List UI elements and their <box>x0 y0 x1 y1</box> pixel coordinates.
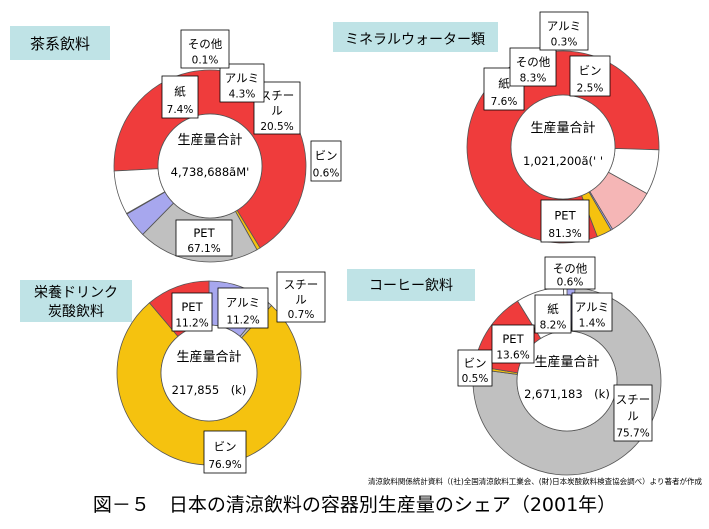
slice-label: 紙 <box>547 302 559 316</box>
total-value: 4,738,688ãM' <box>171 165 250 179</box>
donut-hole <box>510 94 616 200</box>
slice-label-box <box>175 219 233 257</box>
slice-value: 0.5% <box>462 373 489 385</box>
slice-label-box <box>491 324 535 364</box>
slice-label-box <box>180 29 230 69</box>
slice-value: 11.2% <box>226 314 259 326</box>
chart-title: ミネラルウォーター類 <box>345 32 485 48</box>
slice-label-box <box>540 199 590 243</box>
slice-label: ビン <box>214 440 237 454</box>
slice-label-box <box>219 63 265 103</box>
slice-label: ビン <box>579 64 602 78</box>
slice-label: ビン <box>315 149 338 163</box>
slice-label: 紙 <box>174 85 186 99</box>
slice-label: アルミ <box>547 19 581 33</box>
chart-title-box <box>20 280 132 322</box>
slice-label-box <box>171 292 213 332</box>
slice-value: 67.1% <box>187 243 220 255</box>
slice-value: 76.9% <box>208 459 241 471</box>
slice-label: ル <box>627 409 639 423</box>
total-label: 生産量合計 <box>177 132 242 148</box>
chart-title: コーヒー飲料 <box>369 278 453 294</box>
slice-label-box <box>310 140 342 182</box>
slice-value: 0.7% <box>288 309 315 321</box>
slice-label: アルミ <box>575 300 609 314</box>
total-value: 2,671,183 (k) <box>524 387 610 401</box>
slice-label: ビン <box>464 356 487 370</box>
slice-label: スチー <box>260 88 295 102</box>
slice-value: 4.3% <box>229 89 256 101</box>
slice-label: PET <box>502 332 524 346</box>
slice-value: 2.5% <box>577 82 604 94</box>
slice-value: 81.3% <box>548 228 581 240</box>
slice-value: 11.2% <box>175 318 208 330</box>
slice-label-box <box>276 271 326 323</box>
slice-label: 紙 <box>498 77 510 91</box>
slice-label: その他 <box>553 261 588 275</box>
slice-label: ル <box>295 292 307 306</box>
slice-label: PET <box>181 300 203 314</box>
slice-label-box <box>534 294 572 334</box>
slice-label: その他 <box>516 55 551 69</box>
slice-value: 0.6% <box>557 277 584 289</box>
slice-label: スチー <box>284 278 319 292</box>
figure-caption: 図－５ 日本の清涼飲料の容器別生産量のシェア（2001年） <box>92 494 617 516</box>
chart-title: 茶系飲料 <box>30 35 90 53</box>
chart-title-box <box>333 22 498 52</box>
total-value: 1,021,200ã(' ' <box>523 154 603 168</box>
chart-title: 栄養ドリンク <box>34 284 118 301</box>
slice-value: 0.6% <box>313 167 340 179</box>
slice-value: 20.5% <box>260 121 293 133</box>
slice-value: 8.3% <box>520 73 547 85</box>
chart-title-box <box>10 26 110 60</box>
slice-label: アルミ <box>226 296 260 310</box>
slice-label-box <box>509 47 557 87</box>
donut-hole <box>160 324 258 422</box>
slice-label-box <box>571 292 613 332</box>
slice-value: 0.1% <box>192 55 219 67</box>
slice-label-box <box>544 256 596 290</box>
chart-title-box <box>347 269 475 301</box>
slice-label: PET <box>193 226 215 240</box>
slice-label-box <box>569 55 611 97</box>
slice-label-box <box>613 384 653 442</box>
slice-value: 7.6% <box>491 96 518 108</box>
total-label: 生産量合計 <box>534 354 599 370</box>
slice-label-box <box>539 11 589 51</box>
slice-label: その他 <box>188 37 223 51</box>
total-value: 217,855 (k) <box>172 383 247 397</box>
slice-label: ル <box>271 104 283 118</box>
total-label: 生産量合計 <box>176 349 241 365</box>
slice-value: 0.3% <box>551 37 578 49</box>
slice-label-box <box>457 349 493 387</box>
slice-label-box <box>203 430 247 474</box>
slice-value: 8.2% <box>540 320 567 332</box>
slice-label-box <box>161 75 199 119</box>
slice-value: 7.4% <box>167 104 194 116</box>
slice-value: 75.7% <box>616 427 649 439</box>
slice-label-box <box>217 287 269 329</box>
slice-label: スチー <box>616 392 651 406</box>
slice-label: PET <box>554 209 576 223</box>
slice-value: 1.4% <box>579 318 606 330</box>
total-label: 生産量合計 <box>530 120 595 136</box>
donut-hole <box>157 113 263 219</box>
slice-label: アルミ <box>225 71 259 85</box>
source-note: 清涼飲料関係統計資料（(社)全国清涼飲料工業会、(財)日本炭酸飲料検査協会調べ）… <box>367 477 702 486</box>
chart-title: 炭酸飲料 <box>48 304 104 320</box>
slice-value: 13.6% <box>496 350 529 362</box>
